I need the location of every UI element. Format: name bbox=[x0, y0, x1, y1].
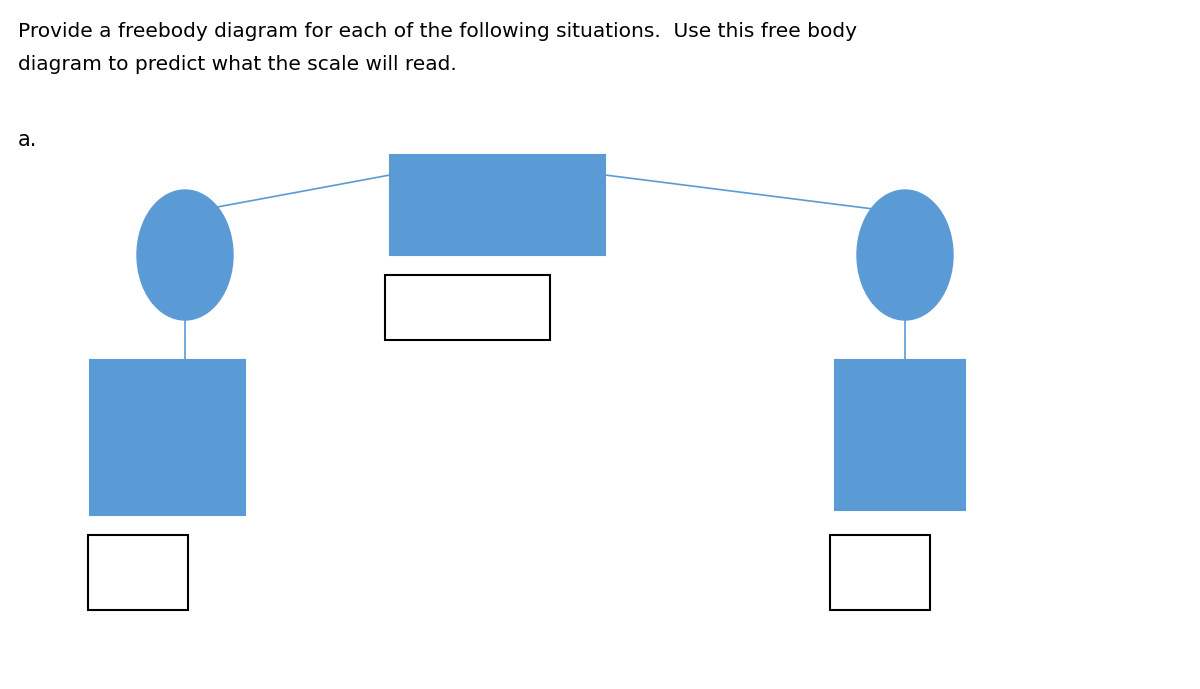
Text: diagram to predict what the scale will read.: diagram to predict what the scale will r… bbox=[18, 55, 457, 74]
FancyBboxPatch shape bbox=[385, 275, 550, 340]
Text: a.: a. bbox=[18, 130, 37, 150]
FancyBboxPatch shape bbox=[390, 155, 605, 255]
Text: Scale: Scale bbox=[442, 298, 493, 317]
FancyBboxPatch shape bbox=[88, 535, 188, 610]
FancyBboxPatch shape bbox=[90, 360, 245, 515]
FancyBboxPatch shape bbox=[830, 535, 930, 610]
Text: m: m bbox=[870, 563, 889, 582]
Text: m: m bbox=[128, 563, 148, 582]
Ellipse shape bbox=[137, 190, 233, 320]
Ellipse shape bbox=[857, 190, 953, 320]
Text: Provide a freebody diagram for each of the following situations.  Use this free : Provide a freebody diagram for each of t… bbox=[18, 22, 857, 41]
FancyBboxPatch shape bbox=[835, 360, 965, 510]
